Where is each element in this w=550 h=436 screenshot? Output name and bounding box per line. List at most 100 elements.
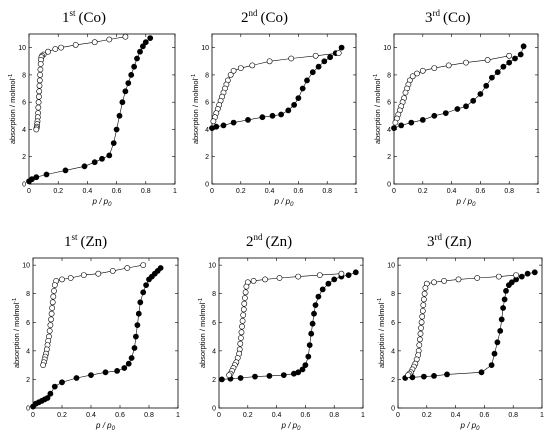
title-metal: (Zn) [266,234,293,250]
adsorption-point [91,159,98,166]
adsorption-point [266,372,273,379]
desorption-point [312,52,319,59]
adsorption-point [463,103,469,110]
x-tick-label: 0.2 [57,412,67,419]
desorption-point [51,287,57,294]
x-tick-label: 0.2 [236,188,246,195]
adsorption-point [230,119,237,126]
adsorption-point [352,269,359,276]
x-tick-label: 0.2 [422,412,432,419]
desorption-point [474,275,481,281]
adsorption-point [442,110,449,116]
y-label-sup: -1 [12,298,18,303]
y-tick-label: 4 [205,127,209,134]
chart-title: 1st (Co) [62,8,106,26]
x-tick-label: 0.4 [447,188,457,195]
y-tick-label: 2 [212,377,216,384]
adsorption-point [137,299,144,306]
desorption-point [431,279,437,286]
adsorption-point [142,39,149,46]
desorption-point [237,335,244,341]
x-tick-label: 0.4 [86,412,96,419]
adsorption-point [345,272,352,278]
y-tick-label: 0 [205,182,209,189]
desorption-point [421,290,428,297]
y-tick-label: 4 [387,127,391,134]
desorption-point [91,39,98,46]
adsorption-point [500,305,506,311]
desorption-point [35,99,42,106]
desorption-point [419,307,426,314]
desorption-point [33,126,40,133]
desorption-point [35,104,42,111]
x-tick-label: 0.8 [144,412,154,419]
title-number: 1 [64,234,72,250]
adsorption-point [285,107,292,114]
adsorption-point [43,171,50,178]
adsorption-point [391,125,397,132]
chart-title: 3rd (Zn) [427,232,472,250]
desorption-point [239,317,246,324]
desorption-point [106,36,113,43]
x-tick-label: 0 [210,188,214,195]
desorption-point [37,72,43,78]
plot-frame [218,257,364,409]
x-tick-label: 0 [27,188,31,195]
adsorption-point [81,163,88,170]
title-superscript: nd [249,8,259,18]
x-tick-label: 1 [173,188,177,195]
adsorption-point [315,293,322,300]
adsorption-point [518,273,525,280]
x-tick-label: 0.6 [294,188,304,195]
adsorption-point [280,372,287,378]
x-tick-label: 0.6 [112,188,122,195]
adsorption-point [295,369,302,376]
desorption-point [250,277,257,284]
x-axis-label: p / p0 [456,197,477,208]
y-tick-label: 0 [26,406,30,413]
desorption-point [48,316,54,323]
adsorption-point [497,327,504,334]
desorption-line [213,52,339,122]
plot-frame [393,33,539,185]
y-label-sup: -1 [191,74,197,79]
adsorption-point [114,367,120,374]
x-label-text: p / p [274,197,291,206]
title-metal: (Co) [79,10,107,26]
desorption-point [409,73,416,80]
y-label-text: absorption / molmol [8,78,17,144]
y-tick-label: 10 [22,263,30,270]
title-superscript: nd [254,232,264,242]
x-tick-label: 0.4 [272,412,282,419]
desorption-point [48,310,55,317]
title-number: 2 [241,10,249,26]
y-label-sup: -1 [373,74,379,79]
adsorption-point [132,333,139,340]
adsorption-point [140,289,147,296]
adsorption-point [454,106,461,112]
y-tick-label: 6 [391,320,395,327]
x-label-text: p / p [95,421,112,430]
adsorption-point [220,122,227,129]
adsorption-point [312,302,319,308]
x-tick-label: 0 [31,412,35,419]
desorption-point [262,276,268,283]
title-superscript: rd [435,232,443,242]
adsorption-point [506,59,513,66]
adsorption-point [408,119,415,126]
desorption-point [422,285,429,291]
adsorption-point [128,72,135,78]
y-tick-label: 8 [22,72,26,79]
adsorption-line [28,37,151,182]
adsorption-point [309,69,316,76]
desorption-point [418,319,425,326]
desorption-point [240,312,247,318]
adsorption-point [125,80,132,86]
adsorption-point [128,355,135,361]
desorption-point [237,65,244,71]
desorption-point [140,262,147,268]
desorption-point [335,50,342,56]
adsorption-point [494,69,501,76]
